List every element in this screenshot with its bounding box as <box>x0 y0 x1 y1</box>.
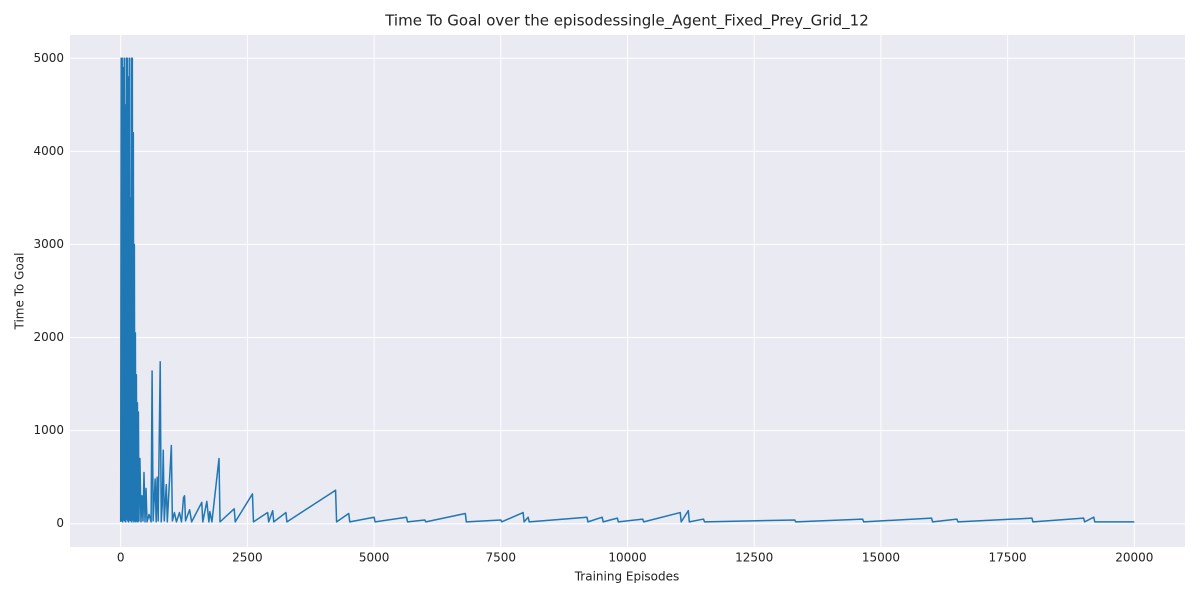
x-tick-label: 5000 <box>359 551 390 565</box>
y-tick-label: 0 <box>56 516 64 530</box>
data-line <box>119 57 1135 523</box>
x-tick-label: 10000 <box>608 551 646 565</box>
y-axis-label: Time To Goal <box>13 253 27 331</box>
x-axis-label: Training Episodes <box>574 570 680 584</box>
y-tick-label: 3000 <box>33 237 64 251</box>
x-tick-label: 7500 <box>486 551 517 565</box>
y-tick-label: 5000 <box>33 51 64 65</box>
x-tick-label: 2500 <box>232 551 263 565</box>
y-tick-label: 1000 <box>33 423 64 437</box>
y-tick-label: 2000 <box>33 330 64 344</box>
x-tick-label: 20000 <box>1115 551 1153 565</box>
x-tick-label: 17500 <box>989 551 1027 565</box>
x-tick-label: 0 <box>117 551 125 565</box>
x-tick-label: 15000 <box>862 551 900 565</box>
x-tick-label: 12500 <box>735 551 773 565</box>
chart-title: Time To Goal over the episodessingle_Age… <box>384 12 869 31</box>
y-tick-label: 4000 <box>33 144 64 158</box>
